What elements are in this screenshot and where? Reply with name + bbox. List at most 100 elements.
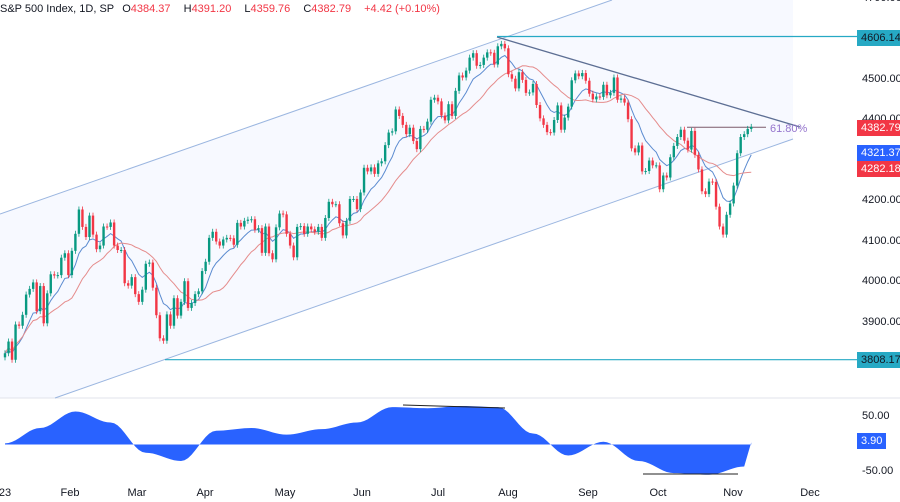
candle-body: [704, 191, 707, 195]
fast-ma-tag: 4321.37: [857, 145, 900, 161]
candle-body: [264, 226, 267, 253]
time-axis-tick: Jul: [430, 487, 446, 499]
candle-body: [707, 181, 711, 195]
candle-body: [144, 263, 147, 290]
candle-body: [686, 140, 690, 150]
candle-body: [503, 43, 507, 49]
candle-body: [123, 250, 126, 284]
candle-body: [267, 226, 271, 254]
candle-body: [112, 222, 116, 246]
candle-body: [535, 83, 538, 106]
time-axis-tick: Feb: [60, 487, 80, 499]
candle-body: [559, 105, 563, 130]
candle-body: [500, 43, 503, 47]
candle-body: [739, 137, 742, 154]
candle-body: [464, 70, 468, 78]
candle-body: [746, 128, 749, 135]
candle-body: [67, 253, 70, 276]
candle-body: [440, 101, 443, 116]
candle-body: [225, 237, 228, 240]
candle-body: [31, 282, 35, 289]
candle-body: [510, 74, 514, 79]
level-tag-low: 3808.17: [857, 352, 900, 368]
high-value: 4391.20: [191, 3, 232, 15]
candle-body: [450, 104, 454, 116]
candle-body: [609, 92, 612, 96]
candle-body: [665, 175, 668, 178]
candle-body: [331, 201, 334, 205]
candle-body: [405, 124, 408, 135]
candle-body: [693, 130, 697, 155]
time-axis-tick: Mar: [127, 487, 147, 499]
candle-body: [514, 78, 517, 89]
candle-body: [619, 98, 623, 100]
candle-body: [176, 298, 179, 316]
candle-body: [119, 250, 123, 252]
candle-body: [426, 121, 429, 130]
candle-body: [246, 219, 250, 221]
candle-body: [531, 83, 535, 93]
candle-body: [595, 96, 598, 100]
candle-body: [591, 93, 595, 100]
candle-body: [563, 117, 566, 130]
candle-body: [366, 167, 369, 172]
candle-body: [637, 145, 640, 153]
symbol-title: S&P 500 Index, 1D, SP: [0, 3, 115, 15]
candle-body: [398, 109, 401, 116]
candle-body: [415, 141, 419, 150]
channel-upper-line: [0, 0, 613, 215]
candle-body: [218, 241, 221, 246]
candle-body: [721, 226, 725, 235]
chart-legend: S&P 500 Index, 1D, SP O4384.37 H4391.20 …: [0, 3, 445, 15]
candle-body: [179, 301, 183, 316]
candle-body: [718, 206, 721, 227]
candle-body: [433, 97, 436, 100]
candle-body: [612, 77, 616, 93]
candle-body: [524, 79, 528, 93]
candle-body: [49, 274, 52, 294]
candle-body: [348, 198, 352, 221]
candle-body: [475, 53, 478, 66]
candle-body: [151, 262, 155, 288]
candle-body: [207, 237, 211, 262]
candle-body: [281, 213, 285, 215]
candle-body: [310, 226, 313, 230]
candle-body: [633, 148, 637, 153]
candle-body: [200, 271, 204, 292]
candle-body: [697, 154, 700, 170]
candle-body: [567, 106, 570, 118]
candle-body: [46, 293, 49, 324]
oscillator-area: [5, 406, 752, 475]
candle-body: [134, 277, 137, 295]
candle-body: [274, 227, 278, 260]
candle-body: [711, 181, 714, 183]
candle-body: [324, 218, 327, 238]
candle-body: [341, 223, 345, 236]
candle-body: [672, 145, 675, 158]
candle-body: [482, 57, 485, 65]
candle-body: [338, 204, 341, 224]
descending-trendline: [496, 36, 801, 128]
candle-body: [380, 161, 383, 164]
candle-body: [584, 73, 587, 81]
price-axis-tick: 3900.00: [862, 315, 900, 328]
candle-body: [250, 219, 253, 221]
candle-body: [130, 277, 133, 286]
candle-body: [538, 105, 542, 119]
candle-body: [257, 228, 260, 230]
candle-body: [471, 53, 475, 58]
candle-body: [232, 238, 235, 245]
candle-body: [70, 250, 74, 276]
candle-body: [355, 198, 359, 210]
low-label: L: [244, 3, 251, 15]
candle-body: [10, 341, 14, 360]
candle-body: [376, 163, 380, 174]
candle-body: [391, 131, 394, 133]
candle-body: [28, 288, 31, 295]
candle-body: [317, 226, 320, 232]
candle-body: [683, 129, 686, 141]
candle-body: [496, 46, 499, 65]
candle-body: [493, 52, 496, 65]
candle-body: [468, 57, 471, 71]
